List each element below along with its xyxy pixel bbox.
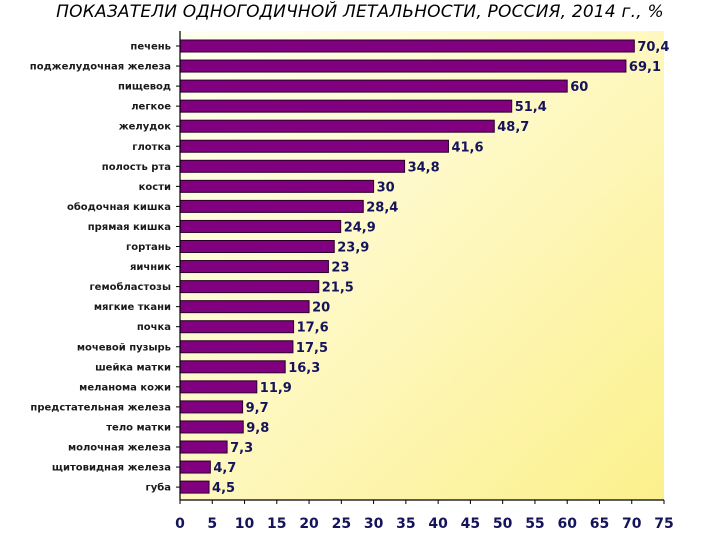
bar	[179, 179, 375, 193]
bar	[179, 199, 364, 213]
bar	[179, 139, 449, 153]
x-tick-label: 50	[493, 516, 513, 532]
category-label: гортань	[126, 242, 171, 253]
bar	[179, 320, 295, 334]
bar	[179, 480, 210, 494]
data-label: 9,8	[246, 421, 269, 436]
bar	[179, 219, 342, 233]
data-label: 51,4	[515, 100, 547, 115]
bar	[179, 300, 310, 314]
data-label: 69,1	[629, 60, 661, 75]
data-label: 34,8	[408, 160, 440, 175]
bar	[179, 360, 286, 374]
bar	[179, 119, 495, 133]
x-tick-label: 60	[557, 516, 577, 532]
x-tick-label: 45	[461, 516, 480, 532]
data-label: 21,5	[322, 281, 354, 296]
data-label: 4,5	[212, 481, 235, 496]
bar	[179, 460, 211, 474]
category-label: глотка	[132, 142, 171, 153]
data-label: 23	[331, 261, 349, 276]
x-tick-label: 35	[396, 516, 415, 532]
category-label: тело матки	[106, 422, 171, 433]
category-label: меланома кожи	[79, 382, 171, 393]
category-label: прямая кишка	[88, 222, 171, 233]
data-label: 9,7	[246, 401, 269, 416]
category-label: предстательная железа	[30, 402, 171, 413]
category-label: поджелудочная железа	[30, 62, 171, 73]
bar	[179, 380, 258, 394]
category-label: губа	[146, 482, 171, 494]
category-label: гемобластозы	[89, 281, 171, 293]
x-tick-label: 0	[175, 516, 185, 532]
data-label: 20	[312, 301, 330, 316]
bar	[179, 240, 335, 253]
data-label: 70,4	[637, 40, 669, 55]
data-label: 24,9	[344, 220, 376, 235]
x-tick-label: 10	[235, 516, 255, 532]
value-labels-group: 70,4 69,1 60 51,4 48,7 41,6 34,8 30 28,4 24,9 23,9…	[212, 40, 669, 496]
category-label: полость рта	[102, 162, 171, 173]
x-tick-label: 25	[332, 516, 351, 532]
bar	[179, 39, 635, 53]
category-label: щитовидная железа	[52, 463, 171, 474]
bar	[179, 440, 228, 454]
category-label: пищевод	[118, 82, 171, 93]
bar	[179, 99, 513, 113]
bar	[179, 340, 294, 354]
category-label: шейка матки	[95, 362, 171, 373]
data-label: 60	[570, 80, 588, 95]
bar	[179, 400, 244, 414]
category-label: яичник	[130, 262, 171, 273]
category-label: ободочная кишка	[67, 201, 171, 213]
data-label: 16,3	[288, 361, 320, 376]
x-tick-label: 55	[525, 516, 544, 532]
x-tick-label: 70	[622, 516, 642, 532]
data-label: 4,7	[213, 461, 236, 476]
data-label: 41,6	[451, 140, 483, 155]
x-tick-label: 15	[267, 516, 286, 532]
category-label: почка	[137, 322, 171, 333]
data-label: 17,5	[296, 341, 328, 356]
x-tick-label: 75	[654, 516, 673, 532]
chart-title: ПОКАЗАТЕЛИ ОДНОГОДИЧНОЙ ЛЕТАЛЬНОСТИ, РОС…	[56, 2, 664, 22]
x-tick-label: 20	[299, 516, 319, 532]
data-label: 48,7	[497, 120, 529, 135]
data-label: 23,9	[337, 241, 369, 256]
x-tick-label: 40	[428, 516, 448, 532]
category-labels-group: печень поджелудочная железа пищевод легкое ж…	[30, 42, 171, 494]
x-axis: 0 5 10 15 20 25 30 35 40 45 50 55 60 65 70 75	[175, 31, 674, 532]
category-label: молочная железа	[68, 443, 171, 454]
bar	[179, 420, 244, 434]
category-label: легкое	[131, 102, 171, 113]
category-label: кости	[139, 182, 171, 193]
data-label: 17,6	[297, 321, 329, 336]
x-tick-label: 30	[364, 516, 384, 532]
x-tick-label: 65	[590, 516, 609, 532]
data-label: 28,4	[366, 200, 398, 215]
bar	[179, 79, 568, 93]
data-label: 30	[377, 180, 395, 195]
category-label: желудок	[119, 122, 172, 133]
category-label: мягкие ткани	[94, 302, 171, 313]
data-label: 7,3	[230, 441, 253, 456]
data-label: 11,9	[260, 381, 292, 396]
category-label: мочевой пузырь	[77, 342, 171, 353]
bar	[179, 280, 320, 294]
x-tick-label: 5	[207, 516, 217, 532]
bar	[179, 159, 406, 173]
bar	[179, 260, 329, 274]
bar	[179, 59, 627, 73]
category-label: печень	[130, 42, 171, 53]
